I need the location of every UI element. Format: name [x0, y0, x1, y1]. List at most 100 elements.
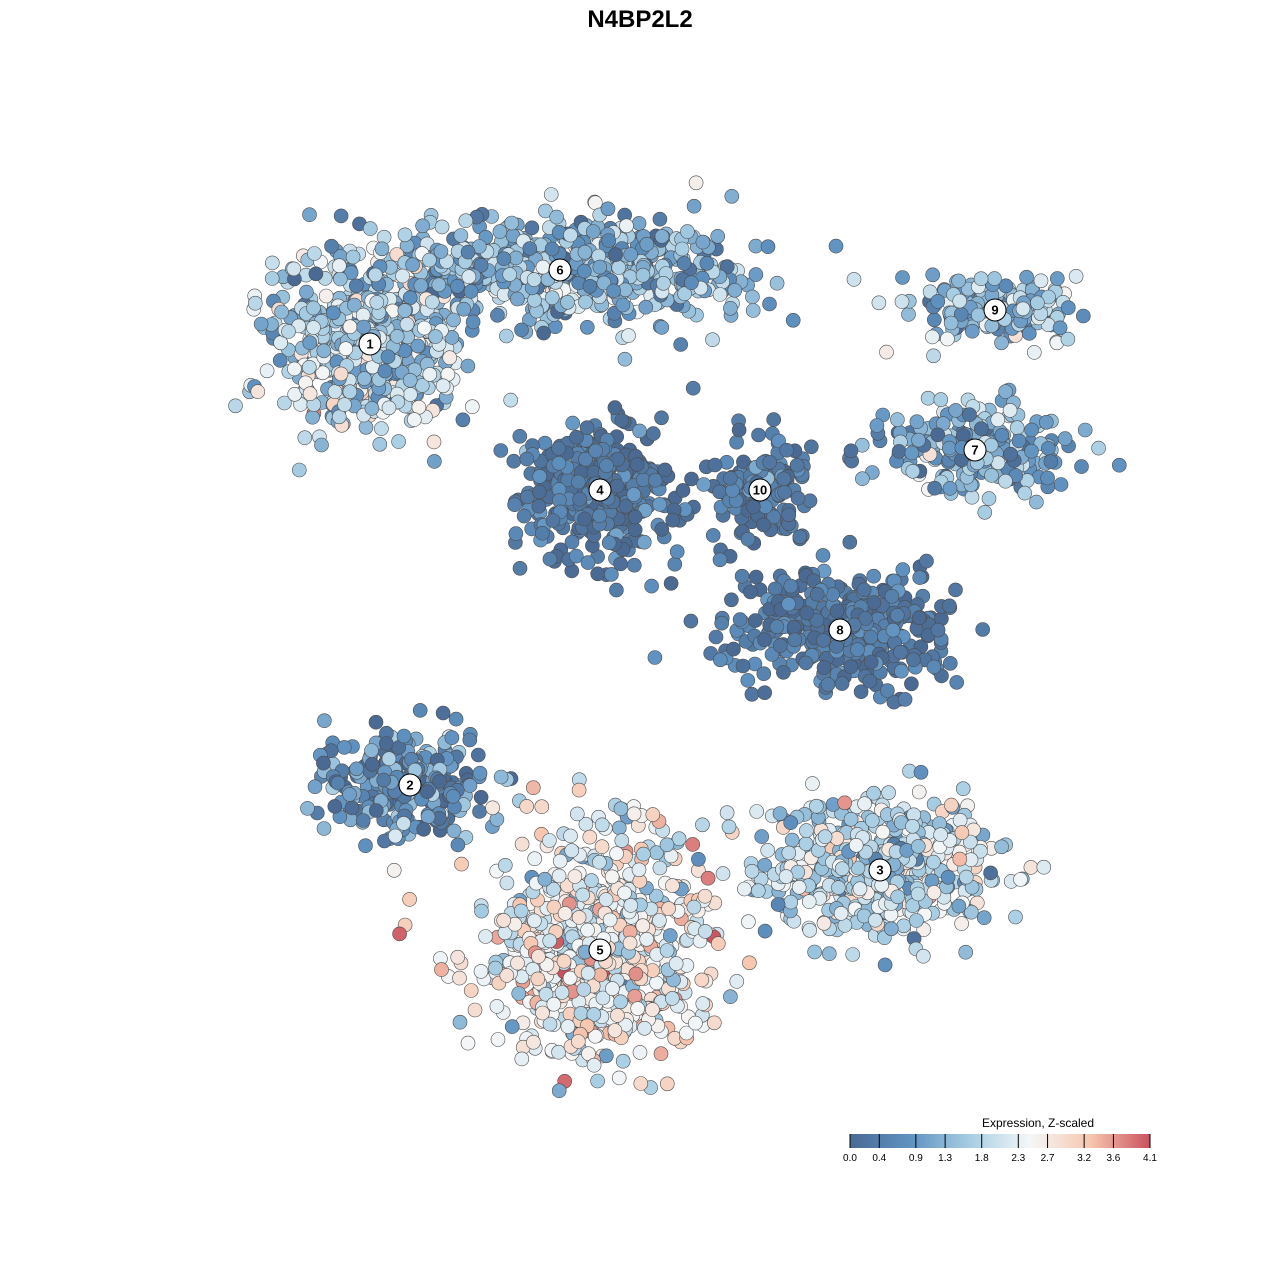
cell-point	[863, 629, 879, 645]
cell-point	[571, 910, 587, 925]
cell-point	[1091, 440, 1106, 456]
cell-point	[699, 255, 715, 271]
cell-point	[306, 320, 321, 335]
cell-point	[881, 785, 896, 801]
cell-point	[372, 436, 388, 452]
cell-point	[951, 273, 966, 289]
cell-point	[1074, 459, 1089, 474]
cell-point	[496, 251, 512, 267]
cell-point	[584, 873, 599, 888]
cell-point	[867, 912, 883, 928]
cell-point	[723, 989, 738, 1005]
cell-point	[684, 275, 699, 291]
cell-point	[668, 956, 684, 971]
cell-point	[987, 271, 1002, 286]
cell-point	[609, 846, 624, 861]
cell-point	[769, 619, 785, 635]
cell-point	[834, 861, 850, 877]
cell-point	[843, 443, 859, 459]
cell-point	[602, 912, 618, 928]
cell-point	[347, 297, 362, 313]
cell-point	[531, 484, 547, 500]
cell-point	[590, 566, 606, 582]
cell-point	[601, 535, 617, 551]
cell-point	[683, 613, 699, 629]
cell-point	[364, 401, 380, 416]
cell-point	[355, 813, 371, 828]
cell-point	[415, 218, 430, 234]
cell-point	[1019, 269, 1034, 285]
cell-point	[369, 295, 385, 310]
cell-point	[424, 294, 440, 310]
cell-point	[904, 445, 920, 461]
cell-point	[964, 489, 980, 505]
cell-point	[905, 818, 920, 834]
cell-point	[576, 263, 592, 279]
cell-point	[653, 1046, 669, 1061]
cell-point	[631, 216, 647, 231]
cell-point	[746, 499, 761, 515]
cell-point	[445, 789, 461, 804]
cell-point	[742, 955, 757, 971]
cell-point	[552, 853, 568, 869]
cell-point	[821, 946, 837, 962]
cell-point	[1013, 872, 1028, 887]
cell-point	[750, 883, 766, 899]
cell-point	[853, 684, 869, 700]
cell-point	[611, 820, 627, 836]
cell-point	[792, 529, 808, 545]
cell-point	[300, 801, 315, 816]
cluster-label-10: 10	[748, 478, 772, 502]
cell-point	[714, 615, 730, 631]
cell-point	[955, 428, 971, 443]
cell-point	[412, 703, 428, 718]
cell-point	[719, 805, 735, 821]
cell-point	[613, 994, 628, 1010]
cell-point	[534, 525, 550, 541]
cell-point	[490, 1032, 506, 1047]
cell-point	[725, 483, 740, 498]
cell-point	[493, 443, 509, 458]
cell-point	[952, 293, 968, 309]
cell-point	[710, 936, 726, 951]
cell-point	[723, 300, 738, 316]
cell-point	[507, 497, 522, 513]
cell-point	[637, 1021, 652, 1036]
cell-point	[954, 916, 969, 931]
cell-point	[633, 1076, 649, 1091]
cell-point	[686, 899, 702, 915]
cluster-label-8: 8	[828, 618, 852, 642]
cell-point	[647, 650, 663, 665]
cell-point	[364, 743, 379, 758]
cell-point	[807, 944, 822, 960]
cell-point	[504, 215, 520, 231]
cell-point	[933, 392, 949, 407]
colorbar-tick-label: 0.4	[872, 1153, 886, 1164]
cell-point	[595, 990, 611, 1006]
cell-point	[596, 275, 612, 291]
cell-point	[958, 869, 974, 885]
cell-point	[308, 266, 324, 282]
cell-point	[809, 798, 824, 814]
cell-point	[942, 598, 957, 614]
cell-point	[632, 1045, 648, 1060]
cell-point	[569, 806, 585, 822]
cell-point	[837, 795, 853, 811]
cell-point	[883, 921, 899, 937]
cell-point	[485, 800, 500, 816]
cell-point	[460, 358, 476, 374]
cell-point	[525, 780, 541, 796]
cell-point	[748, 613, 763, 628]
cell-point	[504, 1019, 520, 1034]
cell-point	[538, 986, 554, 1002]
cell-point	[617, 885, 632, 901]
cell-point	[726, 641, 741, 657]
cell-point	[460, 1035, 476, 1051]
cell-point	[1009, 420, 1025, 436]
cell-point	[866, 595, 882, 610]
cell-point	[543, 187, 559, 202]
cell-point	[762, 296, 777, 312]
cluster-label-text: 2	[406, 778, 413, 793]
cell-point	[885, 622, 901, 638]
cluster-label-9: 9	[983, 298, 1007, 322]
